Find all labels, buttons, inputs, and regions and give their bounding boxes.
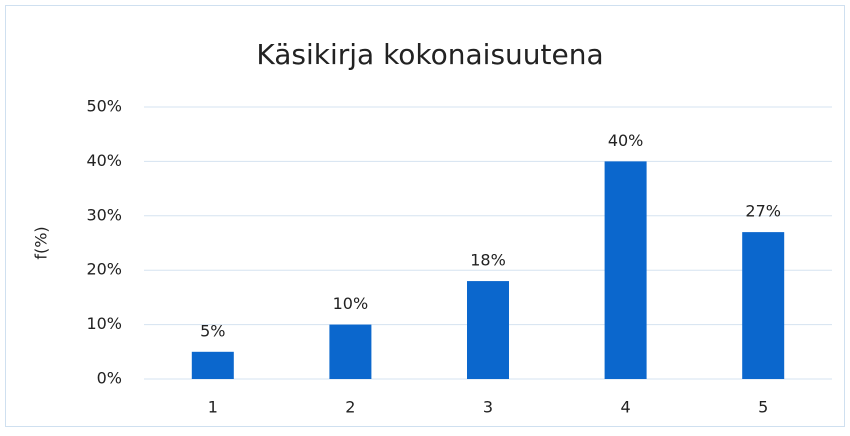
data-label: 27% bbox=[745, 202, 781, 221]
y-axis-label: f(%) bbox=[32, 226, 51, 259]
y-tick-label: 20% bbox=[86, 260, 122, 279]
x-tick-label: 4 bbox=[621, 398, 631, 417]
data-label: 5% bbox=[200, 321, 225, 340]
x-tick-label: 3 bbox=[483, 398, 493, 417]
bar bbox=[604, 161, 647, 379]
chart-title: Käsikirja kokonaisuutena bbox=[256, 38, 603, 71]
y-tick-label: 50% bbox=[86, 97, 122, 116]
data-label: 40% bbox=[608, 131, 644, 150]
data-label: 18% bbox=[470, 251, 506, 270]
bar bbox=[467, 281, 509, 379]
x-tick-label: 2 bbox=[345, 398, 355, 417]
x-tick-label: 1 bbox=[208, 398, 218, 417]
y-tick-label: 10% bbox=[86, 314, 122, 333]
bar bbox=[329, 324, 372, 379]
bar bbox=[742, 232, 785, 379]
x-tick-label: 5 bbox=[758, 398, 768, 417]
y-tick-label: 40% bbox=[86, 151, 122, 170]
y-tick-label: 30% bbox=[86, 205, 122, 224]
data-label: 10% bbox=[333, 294, 369, 313]
bar bbox=[191, 351, 234, 379]
y-tick-label: 0% bbox=[97, 369, 122, 388]
